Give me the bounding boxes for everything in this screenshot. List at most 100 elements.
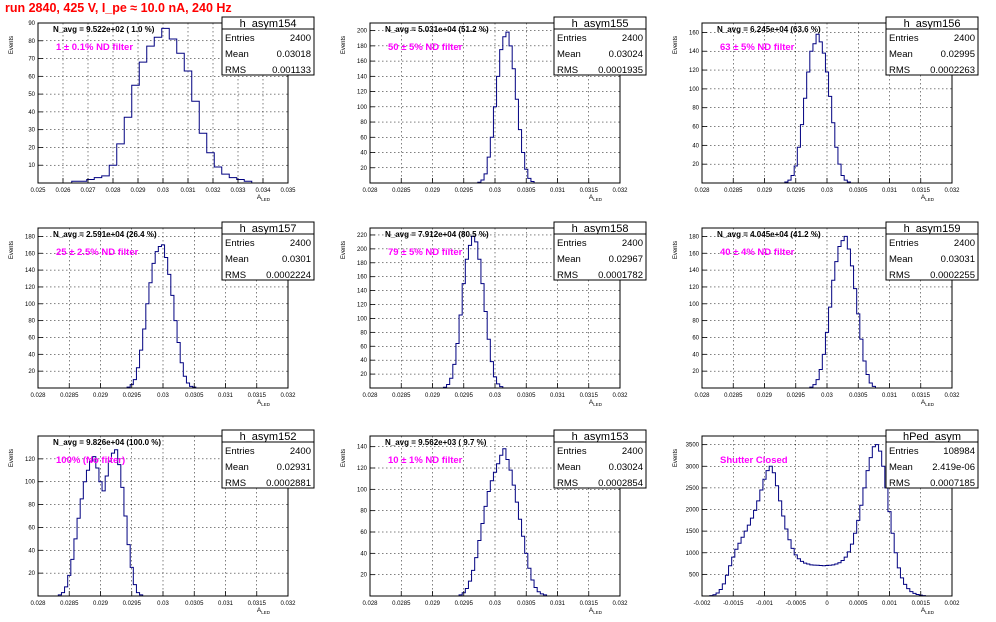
y-tick-label: 60 [692, 335, 699, 341]
y-tick-label: 1500 [686, 529, 700, 535]
x-tick-label: 0.0305 [849, 188, 868, 194]
histogram-line [709, 444, 926, 597]
x-tick-label: 0.0305 [517, 393, 536, 399]
x-tick-label: 0.032 [612, 601, 628, 607]
x-tick-label: 0.028 [694, 188, 710, 194]
stats-box-frame [553, 221, 647, 281]
histogram-pad-h_asym159: 0.028 0.0285 0.029 0.0295 0.03 0.0305 0.031 0.0… [673, 221, 979, 407]
y-axis-label: Events [9, 449, 15, 467]
y-tick-label: 40 [692, 352, 699, 358]
stats-rms-value: 0.0007185 [930, 478, 975, 489]
y-tick-label: 40 [28, 352, 35, 358]
x-tick-label: 0.031 [550, 601, 566, 607]
stats-rms-value: 0.0002224 [266, 270, 311, 281]
x-tick-label: 0.032 [944, 393, 960, 399]
x-tick-label: 0.0285 [392, 188, 411, 194]
x-tick-label: 0.031 [882, 393, 898, 399]
stats-mean-value: 0.03024 [609, 462, 643, 473]
x-tick-label: 0.031 [218, 601, 234, 607]
grid [370, 23, 620, 183]
x-tick-label: 0.028 [30, 601, 46, 607]
stats-box-title: h_asym156 [904, 18, 961, 30]
y-tick-label: 20 [360, 573, 367, 579]
stats-entries-value: 2400 [290, 446, 311, 457]
x-tick-label: -0.0005 [786, 601, 807, 607]
filter-label: 10 ± 1% ND filter [388, 455, 463, 466]
y-tick-label: 2500 [686, 486, 700, 492]
x-axis-label: ALED [589, 399, 603, 407]
y-tick-label: 200 [357, 247, 368, 253]
stats-box: hPed_asym Entries 108984 Mean 2.419e-06 RMS 0.… [885, 429, 979, 489]
stats-mean-value: 0.0301 [282, 254, 311, 265]
stats-rms-label: RMS [889, 65, 910, 76]
x-tick-label: 0.0315 [580, 393, 599, 399]
stats-box-frame [553, 16, 647, 76]
grid [38, 228, 288, 388]
x-tick-label: 0.029 [93, 601, 109, 607]
y-tick-label: 20 [360, 372, 367, 378]
y-tick-label: 2000 [686, 508, 700, 514]
stats-mean-label: Mean [557, 254, 581, 265]
stats-rms-value: 0.0001935 [598, 65, 643, 76]
y-tick-label: 140 [357, 445, 368, 451]
stats-mean-label: Mean [557, 462, 581, 473]
y-tick-label: 60 [28, 525, 35, 531]
stats-rms-label: RMS [225, 270, 246, 281]
x-tick-label: 0.03 [489, 188, 501, 194]
stats-mean-value: 0.02995 [941, 49, 975, 60]
histogram-pad-h_asym152: 0.028 0.0285 0.029 0.0295 0.03 0.0305 0.031 0.0… [9, 429, 315, 615]
grid [702, 23, 952, 183]
x-tick-label: 0.028 [362, 393, 378, 399]
x-tick-label: -0.001 [756, 601, 774, 607]
y-tick-label: 3500 [686, 443, 700, 449]
y-axis-label: Events [673, 36, 679, 54]
y-axis-label: Events [341, 36, 347, 54]
stats-entries-value: 108984 [943, 446, 975, 457]
stats-box: h_asym159 Entries 2400 Mean 0.03031 RMS 0.0002… [885, 221, 979, 281]
x-tick-label: 0.032 [280, 601, 296, 607]
histogram-pad-h_asym154: 0.025 0.026 0.027 0.028 0.029 0.03 0.031 0.032 0… [9, 16, 315, 202]
y-tick-label: 40 [360, 551, 367, 557]
y-tick-label: 80 [692, 319, 699, 325]
x-tick-label: 0.025 [30, 188, 46, 194]
y-tick-label: 90 [28, 21, 35, 27]
x-tick-label: 0.0305 [517, 188, 536, 194]
y-tick-label: 60 [360, 135, 367, 141]
x-axis-label: ALED [921, 399, 935, 407]
y-tick-label: 100 [689, 87, 700, 93]
stats-rms-value: 0.0002881 [266, 478, 311, 489]
x-axis-label: ALED [257, 607, 271, 615]
x-tick-label: 0.0285 [724, 393, 743, 399]
y-tick-label: 1000 [686, 551, 700, 557]
x-tick-label: 0.028 [362, 188, 378, 194]
y-tick-label: 180 [689, 234, 700, 240]
stats-entries-value: 2400 [954, 238, 975, 249]
histogram-line [477, 31, 535, 183]
x-tick-label: 0.0315 [248, 393, 267, 399]
y-tick-label: 40 [360, 358, 367, 364]
x-tick-label: 0.0315 [580, 188, 599, 194]
stats-entries-value: 2400 [622, 33, 643, 44]
y-tick-label: 160 [689, 30, 700, 36]
y-tick-label: 160 [25, 251, 36, 257]
y-tick-label: 80 [360, 509, 367, 515]
navg-header: N_avg = 7.912e+04 (80.5 %) [385, 230, 489, 239]
stats-box-title: h_asym157 [240, 223, 297, 235]
stats-box-frame [885, 429, 979, 489]
stats-rms-value: 0.0002263 [930, 65, 975, 76]
stats-entries-label: Entries [225, 238, 255, 249]
x-tick-label: 0.028 [30, 393, 46, 399]
y-tick-label: 40 [360, 151, 367, 157]
y-tick-label: 140 [689, 268, 700, 274]
x-tick-label: 0.03 [489, 601, 501, 607]
x-tick-label: 0.028 [362, 601, 378, 607]
stats-mean-value: 0.02931 [277, 462, 311, 473]
x-tick-label: 0.03 [157, 393, 169, 399]
x-tick-label: 0.03 [821, 393, 833, 399]
histogram-pad-h_asym153: 0.028 0.0285 0.029 0.0295 0.03 0.0305 0.031 0.0… [341, 429, 647, 615]
stats-entries-value: 2400 [622, 446, 643, 457]
x-tick-label: 0.0005 [849, 601, 868, 607]
x-tick-label: 0.027 [80, 188, 96, 194]
y-tick-label: 50 [28, 92, 35, 98]
stats-entries-label: Entries [557, 33, 587, 44]
